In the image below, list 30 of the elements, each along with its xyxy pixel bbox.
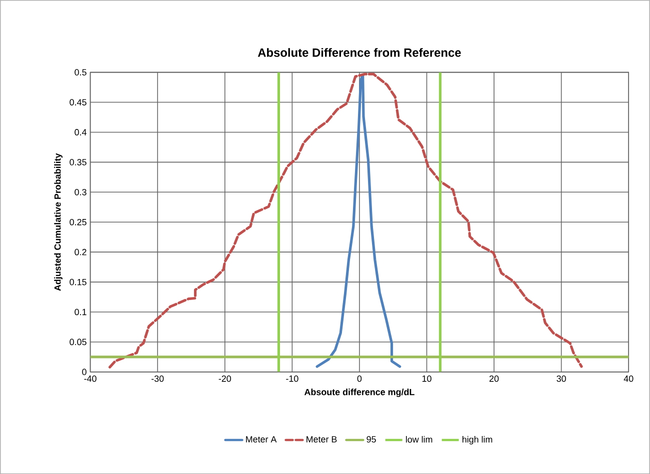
x-tick-label: -40: [84, 375, 96, 382]
y-tick-label: 0.15: [70, 278, 86, 286]
y-tick-label: 0.05: [70, 338, 86, 346]
y-tick-label: 0.45: [70, 99, 86, 106]
legend-label: high lim: [462, 436, 492, 444]
x-axis-title: Absoute difference mg/dL: [304, 388, 414, 397]
x-tick-label: -10: [286, 375, 298, 382]
legend-label: Meter B: [306, 436, 337, 442]
chart-title: Absolute Difference from Reference: [258, 48, 461, 57]
y-tick-label: 0.1: [74, 308, 86, 316]
y-tick-label: 0.3: [74, 188, 86, 196]
y-tick-label: 0: [82, 368, 86, 376]
y-tick-label: 0.5: [74, 69, 86, 76]
y-axis-title: Adjusted Cumulative Probability: [54, 153, 63, 291]
x-tick-label: -20: [218, 375, 231, 382]
y-tick-label: 0.35: [70, 158, 86, 166]
y-tick-label: 0.2: [74, 248, 86, 256]
x-tick-label: 20: [490, 375, 499, 382]
x-tick-label: 40: [624, 375, 634, 382]
line-series: [108, 72, 583, 368]
y-tick-label: 0.4: [74, 128, 87, 136]
x-tick-label: 0: [357, 375, 362, 382]
legend-label: Meter A: [246, 436, 277, 442]
legend-label: low lim: [406, 436, 432, 443]
x-tick-label: 10: [422, 375, 432, 382]
line-series: [316, 73, 402, 368]
x-tick-label: -30: [152, 375, 164, 382]
legend-label: 95: [366, 436, 376, 442]
x-tick-label: 30: [556, 375, 566, 382]
y-tick-label: 0.25: [70, 218, 86, 226]
